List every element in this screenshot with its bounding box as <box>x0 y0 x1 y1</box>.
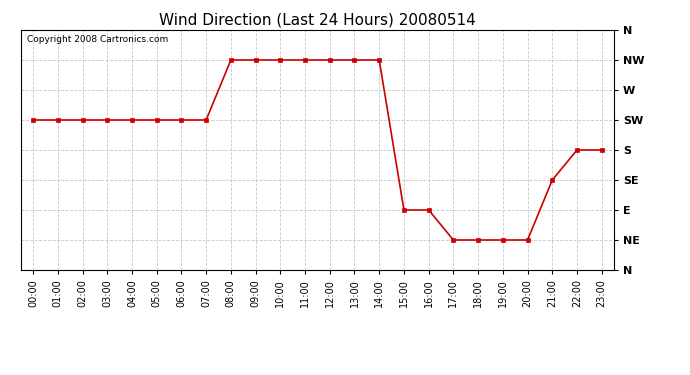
Text: Copyright 2008 Cartronics.com: Copyright 2008 Cartronics.com <box>27 35 168 44</box>
Title: Wind Direction (Last 24 Hours) 20080514: Wind Direction (Last 24 Hours) 20080514 <box>159 12 476 27</box>
